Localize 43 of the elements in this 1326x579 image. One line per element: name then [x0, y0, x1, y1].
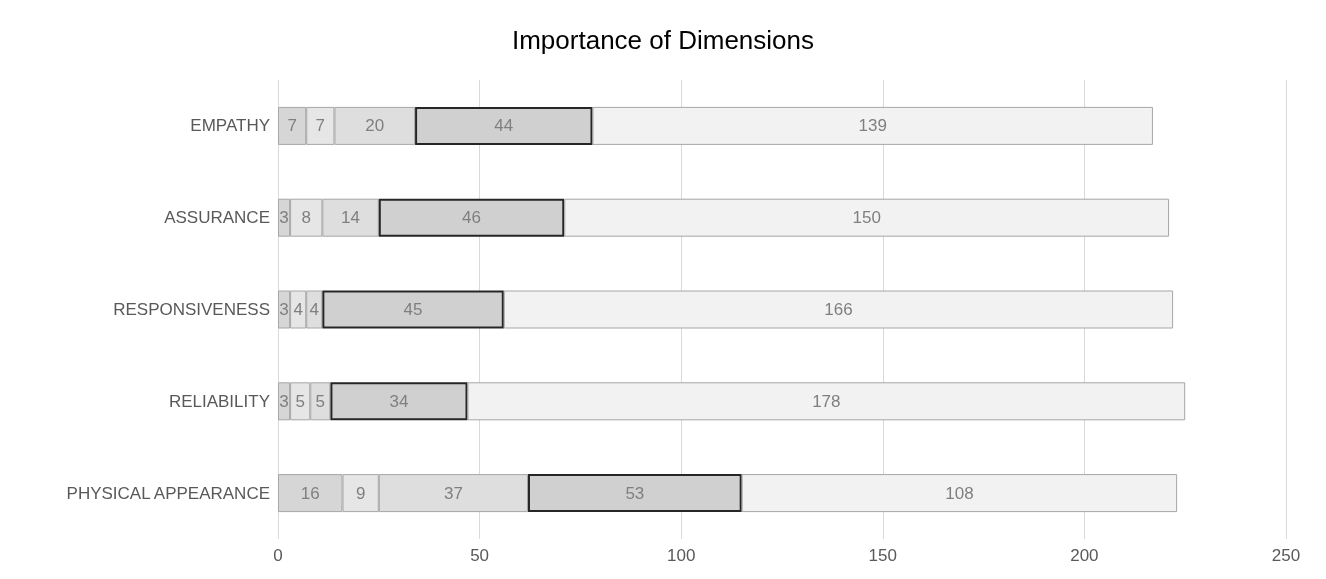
data-label: 4 — [309, 300, 320, 319]
data-label: 20 — [365, 116, 385, 136]
bar — [467, 382, 1186, 421]
bar — [741, 474, 1178, 513]
y-tick-label: EMPATHY — [190, 116, 270, 136]
data-label: 9 — [355, 483, 366, 503]
chart-title: Importance of Dimensions — [511, 25, 815, 55]
x-tick-label: 0 — [273, 546, 283, 565]
data-label: 5 — [295, 391, 305, 411]
data-label: 37 — [443, 483, 463, 503]
data-label: 139 — [858, 116, 887, 136]
bar — [503, 290, 1174, 329]
data-label: 150 — [852, 208, 881, 228]
x-tick-label: 150 — [868, 546, 897, 565]
y-tick-label: ASSURANCE — [164, 208, 270, 228]
data-label: 166 — [824, 300, 853, 319]
x-tick-label: 200 — [1070, 546, 1099, 565]
data-label: 16 — [300, 483, 320, 503]
x-tick-label: 250 — [1271, 546, 1301, 565]
data-label: 46 — [462, 208, 481, 228]
data-label: 3 — [279, 300, 289, 319]
data-label: 3 — [279, 208, 289, 228]
bar — [330, 382, 468, 421]
data-label: 8 — [301, 208, 311, 228]
data-label: 178 — [812, 391, 841, 411]
y-tick-label: PHYSICAL APPEARANCE — [66, 483, 270, 503]
data-label: 7 — [315, 116, 326, 136]
bar — [592, 106, 1153, 145]
data-label: 34 — [389, 391, 409, 411]
y-tick-label: RESPONSIVENESS — [113, 300, 270, 319]
data-label: 14 — [341, 208, 361, 228]
data-label: 3 — [279, 391, 289, 411]
data-label: 7 — [287, 116, 297, 136]
data-label: 4 — [293, 300, 303, 319]
data-label: 45 — [403, 300, 423, 319]
x-tick-label: 100 — [667, 546, 696, 565]
x-tick-label: 50 — [470, 546, 490, 565]
bar — [564, 198, 1170, 237]
data-label: 108 — [945, 483, 974, 503]
data-label: 44 — [494, 116, 514, 136]
data-label: 5 — [315, 391, 326, 411]
y-tick-label: RELIABILITY — [168, 391, 270, 411]
data-label: 53 — [625, 483, 645, 503]
